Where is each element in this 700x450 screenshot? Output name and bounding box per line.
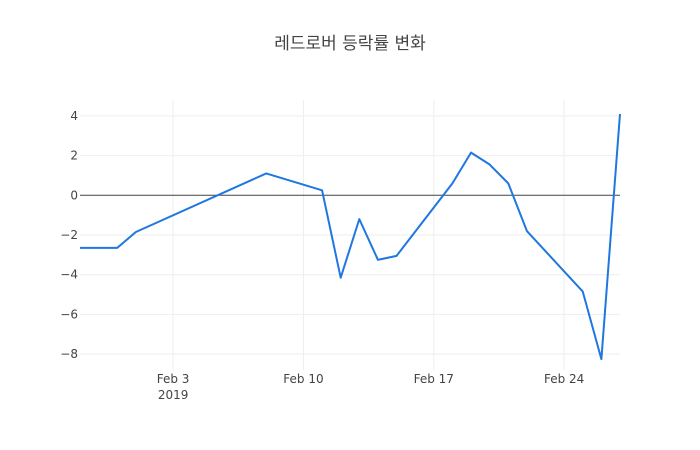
x-tick-label: Feb 3: [157, 372, 190, 386]
y-tick-label: 0: [70, 188, 78, 202]
y-tick-label: −8: [60, 347, 78, 361]
y-tick-label: 2: [70, 149, 78, 163]
x-tick-label: Feb 17: [414, 372, 454, 386]
series: [80, 113, 621, 361]
x-tick-label: Feb 10: [283, 372, 323, 386]
x-axis-ticks: Feb 3 2019 Feb 10 Feb 17 Feb 24: [157, 372, 585, 402]
y-tick-label: −6: [60, 307, 78, 321]
y-tick-label: −2: [60, 228, 78, 242]
x-tick-label: Feb 24: [544, 372, 584, 386]
x-tick-sublabel: 2019: [158, 388, 189, 402]
y-tick-label: −4: [60, 268, 78, 282]
grid: [80, 100, 620, 370]
chart-title: 레드로버 등락률 변화: [274, 34, 426, 54]
y-tick-label: 4: [70, 109, 78, 123]
series-line: [80, 113, 621, 361]
y-axis-ticks: 4 2 0 −2 −4 −6 −8: [60, 109, 78, 361]
